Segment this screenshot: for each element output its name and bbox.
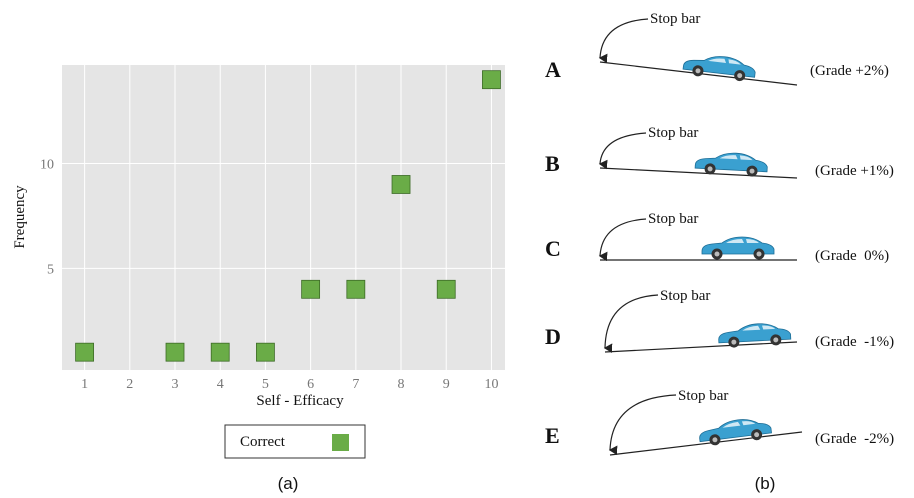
- point: [436, 279, 456, 299]
- point: [210, 342, 230, 362]
- stop-bar-label: Stop bar: [650, 11, 700, 27]
- caption: (a): [278, 474, 299, 493]
- point: [482, 70, 501, 90]
- point: [256, 342, 275, 362]
- arrow: [598, 218, 647, 262]
- stop-bar-label: Stop bar: [678, 388, 728, 404]
- arrow: [608, 394, 677, 456]
- point: [301, 279, 321, 299]
- arrow: [598, 18, 649, 64]
- road: [609, 431, 803, 456]
- x-tick-label: 6: [307, 377, 314, 392]
- point: [346, 279, 366, 299]
- arrow: [598, 132, 647, 170]
- car: [697, 415, 773, 448]
- car: [701, 236, 775, 260]
- y-tick-label: 10: [40, 158, 54, 173]
- x-tick-label: 8: [398, 377, 405, 392]
- plot-background: [62, 65, 505, 370]
- legend-label: Correct: [240, 434, 286, 450]
- road: [604, 341, 798, 353]
- panel-label: C: [545, 236, 561, 261]
- x-tick-label: 10: [484, 377, 498, 392]
- stop-bar-label: Stop bar: [660, 288, 710, 304]
- panel-label: B: [545, 151, 560, 176]
- grade-label: (Grade +2%): [810, 63, 889, 79]
- x-axis-label: Self - Efficacy: [256, 393, 344, 409]
- axes: 1 2 3 4 5 6 7 8 9 10 5 10: [40, 65, 505, 392]
- point: [391, 175, 411, 194]
- grade-label: (Grade +1%): [815, 163, 894, 179]
- point: [165, 342, 185, 362]
- x-tick-label: 1: [81, 377, 88, 392]
- x-tick-label: 9: [443, 377, 450, 392]
- x-tick-label: 5: [262, 377, 269, 392]
- panel-label: E: [545, 423, 560, 448]
- x-tick-label: 2: [126, 377, 133, 392]
- grade-label: (Grade 0%): [815, 248, 889, 264]
- grade-label: (Grade -1%): [815, 334, 894, 350]
- arrow: [603, 294, 659, 353]
- grade-label: (Grade -2%): [815, 431, 894, 447]
- panel-label: A: [545, 57, 561, 82]
- point: [75, 342, 95, 362]
- road: [599, 167, 798, 179]
- y-tick-label: 5: [47, 262, 54, 277]
- car: [681, 51, 758, 84]
- x-tick-label: 3: [172, 377, 179, 392]
- y-axis-label: Frequency: [12, 185, 28, 249]
- stop-bar-label: Stop bar: [648, 211, 698, 227]
- x-tick-label: 7: [352, 377, 359, 392]
- panel-label: D: [545, 324, 561, 349]
- caption: (b): [755, 474, 776, 493]
- x-tick-label: 4: [217, 377, 224, 392]
- stop-bar-label: Stop bar: [648, 125, 698, 141]
- grade-diagram: (b) A Stop bar (Grade +2%) B Stop bar (G…: [545, 11, 894, 493]
- legend-swatch: [332, 434, 349, 451]
